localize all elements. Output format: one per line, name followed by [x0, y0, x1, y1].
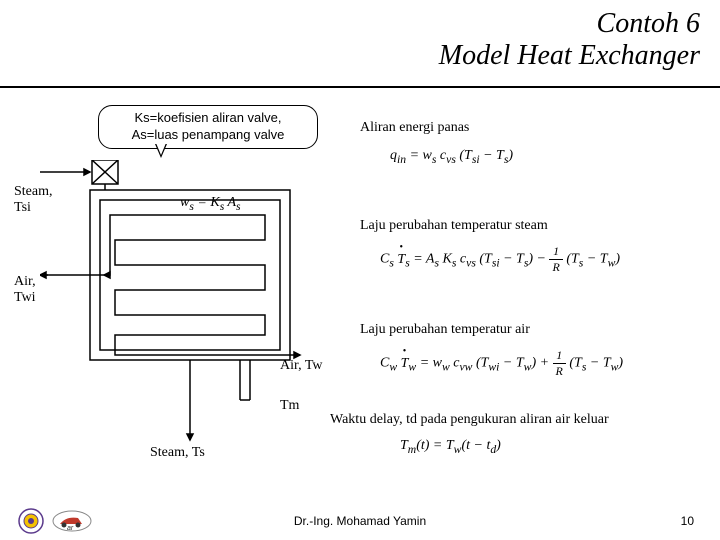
desc-energy: Aliran energi panas	[360, 120, 469, 136]
label-air-in: Air, Twi	[14, 274, 36, 306]
desc-steam-rate: Laju perubahan temperatur steam	[360, 218, 548, 234]
title-underline	[0, 86, 720, 88]
label-air-out: Air, Tw	[280, 358, 323, 374]
callout-line1: Ks=koefisien aliran valve,	[111, 110, 305, 127]
page-number: 10	[681, 514, 694, 528]
eq-delay: Tm(t) = Tw(t − td)	[400, 438, 501, 456]
eq-qin: qin = ws cvs (Tsi − Ts)	[390, 148, 513, 166]
label-tm: Tm	[280, 398, 299, 414]
callout-line2: As=luas penampang valve	[111, 127, 305, 144]
title-line2: Model Heat Exchanger	[439, 40, 700, 72]
title-line1: Contoh 6	[439, 8, 700, 40]
callout-bubble: Ks=koefisien aliran valve, As=luas penam…	[98, 105, 318, 149]
callout-tail	[155, 144, 167, 158]
desc-water-rate: Laju perubahan temperatur air	[360, 322, 530, 338]
desc-delay: Waktu delay, td pada pengukuran aliran a…	[330, 412, 609, 428]
eq-steam-rate: Cs Ts = As Ks cvs (Tsi − Ts) − 1R (Ts − …	[380, 244, 620, 275]
label-steam-out: Steam, Ts	[150, 445, 205, 461]
eq-water-rate: Cw Tw = ww cvw (Twi − Tw) + 1R (Ts − Tw)	[380, 348, 623, 379]
slide-title: Contoh 6 Model Heat Exchanger	[439, 8, 700, 72]
footer-author: Dr.-Ing. Mohamad Yamin	[0, 514, 720, 528]
eq-ws: ws = Ks As	[180, 195, 241, 213]
label-steam-in: Steam, Tsi	[14, 184, 53, 216]
